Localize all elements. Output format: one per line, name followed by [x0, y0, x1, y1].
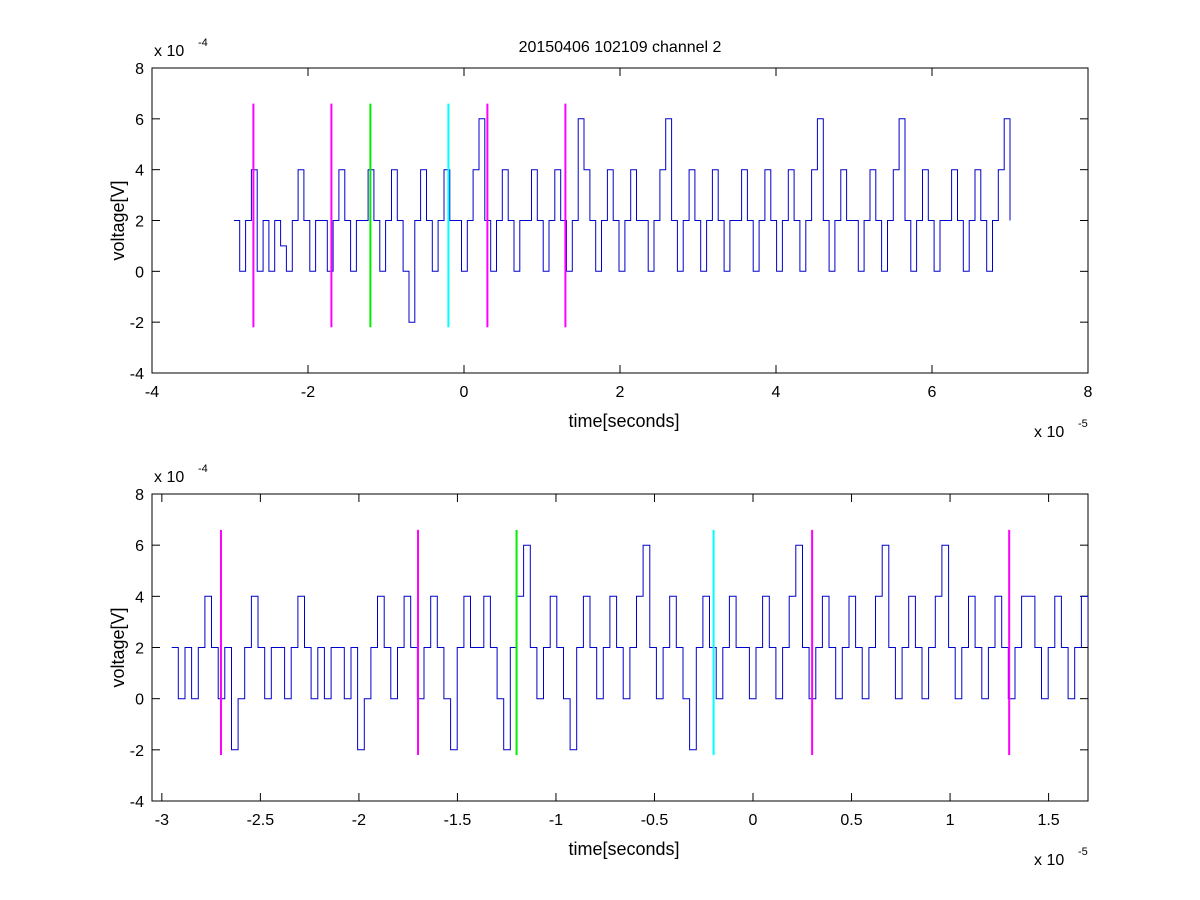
y-tick-label: 8 — [135, 487, 144, 504]
y-tick-label: 4 — [135, 589, 144, 606]
x-tick-label: -2 — [352, 812, 366, 829]
x-tick-label: 1.5 — [1037, 812, 1059, 829]
y-tick-label: 4 — [135, 163, 144, 180]
x-tick-label: -4 — [145, 384, 159, 401]
y-axis-label: voltage[V] — [108, 607, 128, 687]
x-tick-label: 6 — [928, 384, 937, 401]
y-tick-label: 0 — [135, 692, 144, 709]
voltage-trace — [233, 118, 1011, 323]
y-axis-label: voltage[V] — [108, 180, 128, 260]
y-tick-label: -4 — [130, 794, 144, 811]
bottom-axes: -3 -2.5 -2 -1.5 -1 -0.5 0 0.5 1 1.5 -4 -2 0 2 4 6 8 time[… — [108, 463, 1089, 869]
y-exponent-power: -4 — [198, 37, 208, 49]
y-tick-label: 6 — [135, 112, 144, 129]
x-exponent-power: -5 — [1078, 846, 1088, 858]
y-tick-label: 0 — [135, 264, 144, 281]
x-tick-label: 4 — [772, 384, 781, 401]
voltage-trace — [171, 544, 1088, 751]
y-tick-label: -4 — [130, 366, 144, 383]
x-tick-label: -1 — [549, 812, 563, 829]
x-tick-label: -2 — [301, 384, 315, 401]
y-tick-label: 6 — [135, 538, 144, 555]
x-exponent-power: -5 — [1078, 418, 1088, 430]
y-tick-label: 8 — [135, 61, 144, 78]
x-tick-label: 0.5 — [840, 812, 862, 829]
x-axis-label: time[seconds] — [568, 411, 679, 431]
y-exponent-label: x 10 — [154, 43, 184, 60]
x-tick-label: -2.5 — [247, 812, 275, 829]
x-tick-label: 0 — [460, 384, 469, 401]
x-exponent-label: x 10 — [1034, 852, 1064, 869]
x-tick-label: 1 — [946, 812, 955, 829]
x-tick-label: 8 — [1084, 384, 1093, 401]
x-tick-label: -0.5 — [641, 812, 669, 829]
y-tick-label: 2 — [135, 641, 144, 658]
x-tick-label: -3 — [155, 812, 169, 829]
x-tick-label: 2 — [616, 384, 625, 401]
top-axes: -4 -2 0 2 4 6 8 -4 -2 0 2 4 6 8 time[seconds] voltage[V… — [108, 37, 1093, 441]
x-axis-label: time[seconds] — [568, 839, 679, 859]
figure-title: 20150406 102109 channel 2 — [519, 39, 722, 56]
x-exponent-label: x 10 — [1034, 424, 1064, 441]
y-tick-label: -2 — [130, 743, 144, 760]
y-tick-label: 2 — [135, 214, 144, 231]
y-exponent-power: -4 — [198, 463, 208, 475]
x-tick-label: 0 — [749, 812, 758, 829]
y-tick-label: -2 — [130, 315, 144, 332]
y-exponent-label: x 10 — [154, 469, 184, 486]
x-tick-label: -1.5 — [444, 812, 472, 829]
